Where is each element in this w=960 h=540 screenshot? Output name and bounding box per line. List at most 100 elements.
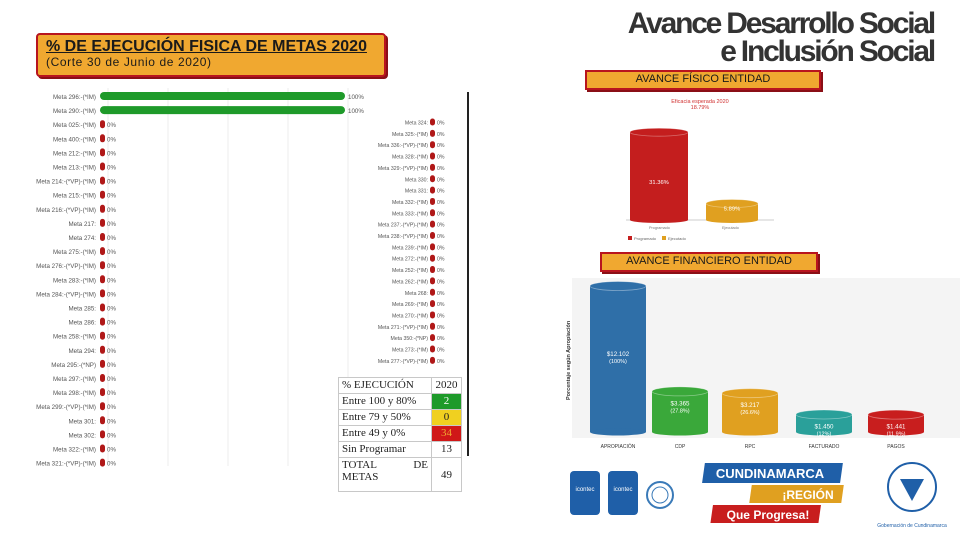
meta-value-label: 0% (437, 155, 445, 161)
table-row: TOTAL DE METAS 49 (338, 457, 462, 492)
financiero-bar-cap (867, 409, 925, 420)
table-total-value: 49 (431, 457, 462, 492)
meta-value-label: 0% (107, 235, 116, 242)
meta-bar (430, 152, 435, 160)
meta-value-label: 0% (107, 306, 116, 313)
icontec-text-1: icontec (575, 487, 594, 493)
icontec-logo-2: icontec (608, 471, 638, 515)
fisico-value-label: 5.89% (724, 207, 740, 213)
meta-label: Meta 269:-(*IM) (392, 302, 428, 308)
meta-label: Meta 213:-(*IM) (53, 165, 96, 172)
financiero-tick-label: PAGOS (887, 444, 905, 450)
logos-strip: icontec icontec CUNDINAMARCA ¡REGIÓN Que… (570, 462, 947, 529)
fisico-chart-title: Eficacia esperada 2020 (671, 99, 728, 105)
table-row-label: Sin Programar (338, 441, 432, 458)
meta-label: Meta 295:-(*NP) (51, 362, 96, 369)
financiero-tick-label: APROPIACIÓN (601, 443, 636, 450)
meta-value-label: 0% (437, 132, 445, 138)
meta-value-label: 0% (437, 348, 445, 354)
meta-value-label: 0% (107, 334, 116, 341)
meta-value-label: 0% (437, 166, 445, 172)
table-row: Sin Programar 13 (338, 441, 462, 458)
meta-label: Meta 273:-(*IM) (392, 348, 428, 354)
financiero-bar-base (868, 428, 924, 436)
meta-bar (100, 218, 105, 227)
meta-label: Meta 296:-(*IM) (53, 94, 96, 101)
financiero-pct-label: (26.6%) (740, 410, 759, 416)
meta-value-label: 0% (437, 279, 445, 285)
meta-bar (430, 175, 435, 183)
meta-value-label: 0% (437, 268, 445, 274)
fisico-legend-swatch (628, 236, 632, 240)
meta-bar (100, 359, 105, 368)
meta-label: Meta 262:-(*IM) (392, 279, 428, 285)
financiero-bar (796, 414, 852, 432)
icontec-logo-1: icontec (570, 471, 600, 515)
meta-value-label: 0% (107, 122, 116, 129)
brand-line-1: Avance Desarrollo Social (627, 7, 936, 40)
table-header-label: % EJECUCIÓN (338, 377, 432, 394)
financiero-tick-label: RPC (745, 444, 756, 450)
meta-value-label: 0% (107, 165, 116, 172)
icontec-text-2: icontec (613, 487, 632, 493)
eagle-icon (900, 479, 924, 501)
table-row-label: Entre 79 y 50% (338, 409, 432, 426)
financiero-bar-cap (721, 388, 779, 399)
region-text: ¡REGIÓN (782, 487, 833, 502)
meta-bar (100, 289, 105, 298)
meta-label: Meta 258:-(*IM) (53, 334, 96, 341)
meta-value-label: 0% (107, 150, 116, 157)
meta-label: Meta 215:-(*IM) (53, 193, 96, 200)
meta-label: Meta 333:-(*IM) (392, 211, 428, 217)
meta-bar (100, 134, 105, 143)
fisico-bar (630, 132, 688, 220)
table-row: % EJECUCIÓN 2020 (338, 377, 462, 394)
meta-bar (100, 331, 105, 340)
meta-bar (100, 345, 105, 354)
fisico-tick-label: Ejecutado (722, 226, 739, 230)
meta-label: Meta 301: (68, 418, 96, 425)
meta-label: Meta 214:-(*VP)-(*IM) (36, 179, 96, 186)
meta-label: Meta 283:-(*IM) (53, 277, 96, 284)
financiero-pct-label: (100%) (609, 359, 627, 365)
meta-value-label: 0% (437, 234, 445, 240)
meta-label: Meta 321:-(*VP)-(*IM) (36, 461, 96, 468)
page-title: % DE EJECUCIÓN FISICA DE METAS 2020 (46, 38, 367, 55)
meta-bar (430, 300, 435, 308)
meta-label: Meta 324: (405, 121, 428, 127)
financiero-value-label: $1.450 (815, 423, 834, 430)
meta-value-label: 0% (107, 362, 116, 369)
meta-value-label: 0% (107, 404, 116, 411)
meta-value-label: 100% (348, 94, 364, 101)
meta-value-label: 0% (437, 302, 445, 308)
brand-line-2: e Inclusión Social (720, 35, 936, 68)
table-total-label: TOTAL DE METAS (338, 457, 432, 492)
meta-bar (430, 345, 435, 353)
fisico-bar-cap (629, 127, 689, 137)
meta-value-label: 0% (437, 325, 445, 331)
meta-bar (100, 176, 105, 185)
meta-bar (430, 232, 435, 239)
meta-value-label: 0% (107, 136, 116, 143)
meta-label: Meta 332:-(*IM) (392, 200, 428, 206)
meta-value-label: 100% (348, 108, 364, 115)
meta-value-label: 0% (107, 221, 116, 228)
meta-bar (430, 220, 435, 228)
financiero-bar-base (796, 428, 852, 436)
table-header-year: 2020 (431, 377, 462, 394)
meta-label: Meta 328:-(*IM) (392, 155, 428, 161)
meta-label: Meta 276:-(*VP)-(*IM) (36, 263, 96, 270)
financiero-value-label: $3.365 (671, 400, 690, 407)
fisico-value-label: 31.36% (649, 180, 669, 186)
meta-bar (100, 430, 105, 439)
meta-value-label: 0% (107, 320, 116, 327)
slogan-text: Que Progresa! (727, 508, 810, 522)
meta-label: Meta 216:-(*VP)-(*IM) (36, 207, 96, 214)
fisico-bar-cap (705, 199, 759, 208)
financiero-bar-base (722, 428, 778, 436)
total-label-word-1: TOTAL (342, 459, 377, 471)
meta-value-label: 0% (107, 193, 116, 200)
meta-bar (430, 209, 435, 217)
meta-bar (100, 190, 105, 199)
meta-bar (430, 118, 435, 126)
